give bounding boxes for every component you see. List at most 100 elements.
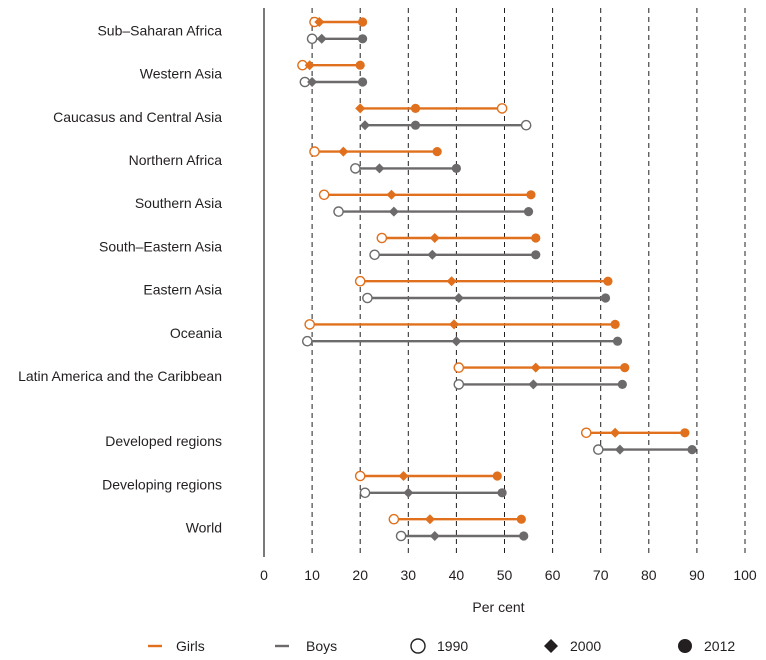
x-tick-label: 30 bbox=[401, 567, 417, 583]
marker-2012 bbox=[526, 190, 536, 200]
legend-diamond-icon bbox=[544, 639, 558, 653]
region-label: Sub–Saharan Africa bbox=[97, 22, 222, 38]
region-row bbox=[309, 146, 461, 174]
boys-series-row bbox=[362, 292, 611, 304]
x-tick-label: 70 bbox=[593, 567, 609, 583]
marker-2012 bbox=[410, 120, 421, 130]
marker-2000 bbox=[403, 487, 414, 498]
region-label: Latin America and the Caribbean bbox=[18, 368, 222, 384]
marker-1990 bbox=[306, 33, 318, 45]
x-tick-label: 10 bbox=[304, 567, 320, 583]
region-row bbox=[355, 103, 532, 131]
marker-2000 bbox=[427, 249, 438, 260]
marker-2012 bbox=[620, 363, 630, 373]
marker-2000 bbox=[338, 146, 349, 157]
marker-1990 bbox=[520, 119, 532, 131]
marker-2000 bbox=[429, 531, 440, 541]
region-row bbox=[369, 232, 541, 261]
marker-2000 bbox=[355, 103, 366, 114]
region-row bbox=[453, 362, 630, 390]
x-tick-label: 80 bbox=[641, 567, 657, 583]
legend-filled-circle-icon bbox=[678, 639, 692, 653]
girls-series-row bbox=[318, 189, 536, 201]
boys-series-row bbox=[350, 163, 461, 174]
x-tick-label: 100 bbox=[733, 567, 757, 583]
region-label: Eastern Asia bbox=[143, 282, 222, 298]
region-label: Developing regions bbox=[102, 476, 222, 492]
boys-series-row bbox=[592, 444, 697, 455]
marker-2000 bbox=[314, 17, 325, 27]
x-tick-label: 90 bbox=[689, 567, 705, 583]
marker-2012 bbox=[358, 77, 368, 87]
region-label: Northern Africa bbox=[129, 152, 223, 168]
marker-2012 bbox=[410, 103, 421, 113]
region-row bbox=[297, 59, 368, 88]
region-label: Developed regions bbox=[105, 433, 222, 449]
marker-1990 bbox=[318, 189, 330, 201]
marker-2012 bbox=[358, 17, 368, 27]
marker-1990 bbox=[453, 362, 465, 373]
x-axis: 0 10 20 30 40 50 60 70 80 90 100 bbox=[260, 8, 757, 583]
marker-2000 bbox=[360, 120, 371, 131]
marker-2012 bbox=[519, 531, 529, 541]
marker-1990 bbox=[304, 319, 315, 330]
boys-series-row bbox=[301, 335, 623, 347]
marker-2012 bbox=[531, 250, 541, 260]
marker-2000 bbox=[429, 233, 440, 243]
marker-1990 bbox=[376, 232, 388, 244]
marker-1990 bbox=[388, 513, 400, 525]
region-row bbox=[354, 470, 507, 499]
boys-series-row bbox=[395, 530, 529, 542]
x-tick-label: 0 bbox=[260, 567, 268, 583]
marker-2000 bbox=[528, 379, 539, 390]
marker-1990 bbox=[580, 427, 592, 439]
marker-2012 bbox=[610, 319, 620, 329]
boys-series-row bbox=[359, 487, 507, 499]
marker-2012 bbox=[612, 336, 623, 346]
girls-series-row bbox=[376, 232, 541, 244]
marker-2012 bbox=[680, 428, 690, 438]
marker-2000 bbox=[388, 206, 399, 217]
marker-1990 bbox=[496, 103, 508, 114]
boys-series-row bbox=[369, 249, 541, 261]
boys-series-row bbox=[360, 119, 532, 131]
girls-series-row bbox=[453, 362, 630, 373]
legend-label-2000: 2000 bbox=[570, 638, 601, 654]
boys-series-row bbox=[333, 206, 534, 217]
boys-series-row bbox=[306, 33, 368, 45]
region-row bbox=[301, 319, 623, 347]
marker-1990 bbox=[301, 335, 313, 347]
marker-2012 bbox=[617, 379, 627, 389]
marker-1990 bbox=[354, 275, 366, 287]
region-label: South–Eastern Asia bbox=[99, 238, 222, 254]
marker-1990 bbox=[354, 470, 366, 482]
marker-2000 bbox=[386, 189, 397, 200]
girls-series-row bbox=[354, 275, 613, 287]
marker-2000 bbox=[307, 77, 318, 87]
legend: Girls Boys 1990 2000 2012 bbox=[148, 638, 735, 654]
marker-2000 bbox=[316, 33, 327, 44]
region-label: Southern Asia bbox=[135, 195, 222, 211]
marker-1990 bbox=[333, 206, 344, 217]
x-tick-label: 50 bbox=[497, 567, 513, 583]
girls-series-row bbox=[355, 103, 508, 114]
marker-2000 bbox=[446, 276, 457, 287]
region-row bbox=[306, 16, 368, 45]
marker-2012 bbox=[531, 233, 541, 243]
marker-1990 bbox=[369, 249, 380, 261]
marker-1990 bbox=[453, 379, 465, 390]
boys-series-row bbox=[299, 76, 368, 88]
marker-2012 bbox=[355, 60, 365, 70]
x-tick-label: 60 bbox=[545, 567, 561, 583]
region-label: Caucasus and Central Asia bbox=[53, 109, 222, 125]
marker-2012 bbox=[603, 276, 613, 286]
x-axis-title: Per cent bbox=[472, 599, 524, 615]
legend-label-girls: Girls bbox=[176, 638, 205, 654]
girls-series-row bbox=[304, 319, 620, 330]
region-label: Western Asia bbox=[140, 66, 222, 82]
girls-series-row bbox=[388, 513, 526, 525]
region-labels: Sub–Saharan Africa Western Asia Caucasus a… bbox=[18, 22, 222, 535]
grid-lines bbox=[311, 8, 746, 557]
region-row bbox=[318, 189, 536, 217]
marker-2000 bbox=[530, 362, 541, 373]
